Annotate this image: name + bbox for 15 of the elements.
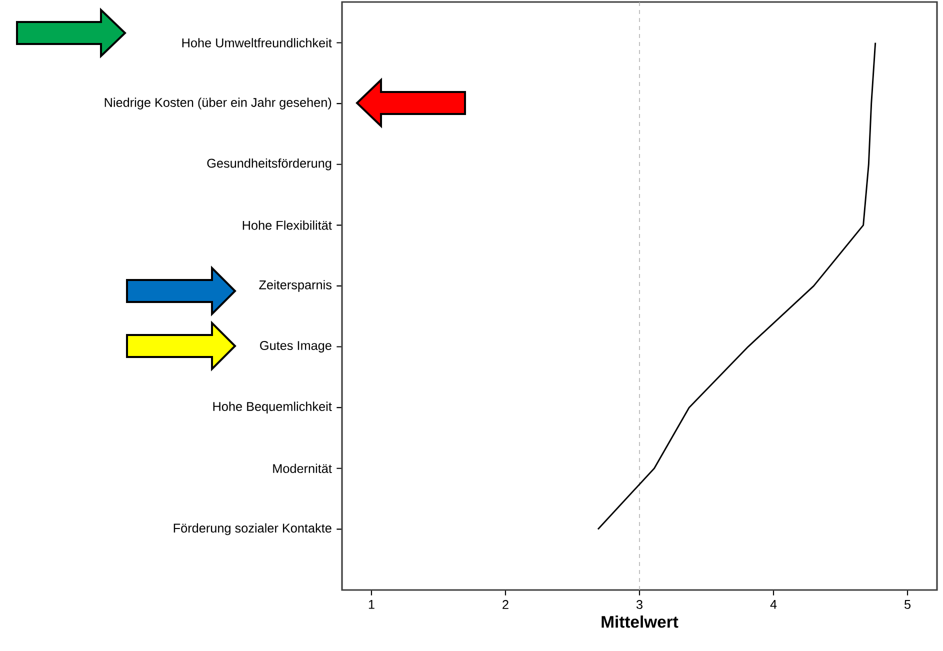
y-tick-label: Gesundheitsförderung — [207, 158, 332, 170]
x-tick-label: 2 — [502, 600, 508, 609]
x-tick-label: 5 — [904, 600, 911, 609]
y-tick-label: Hohe Bequemlichkeit — [213, 402, 332, 414]
y-tick-label: Niedrige Kosten (über ein Jahr gesehen) — [104, 98, 332, 110]
y-tick-label: Gutes Image — [260, 341, 332, 353]
y-tick-label: Zeitersparnis — [259, 280, 332, 292]
x-tick-label: 1 — [368, 600, 374, 609]
y-tick-label: Förderung sozialer Kontakte — [174, 523, 332, 536]
x-axis-title: Mittelwert — [602, 616, 678, 628]
y-tick-label: Hohe Umweltfreundlichkeit — [182, 38, 332, 48]
x-tick-label: 3 — [636, 600, 642, 610]
y-tick-label: Hohe Flexibilität — [242, 220, 332, 230]
x-tick-label: 4 — [770, 600, 777, 609]
y-tick-label: Modernität — [273, 464, 332, 474]
